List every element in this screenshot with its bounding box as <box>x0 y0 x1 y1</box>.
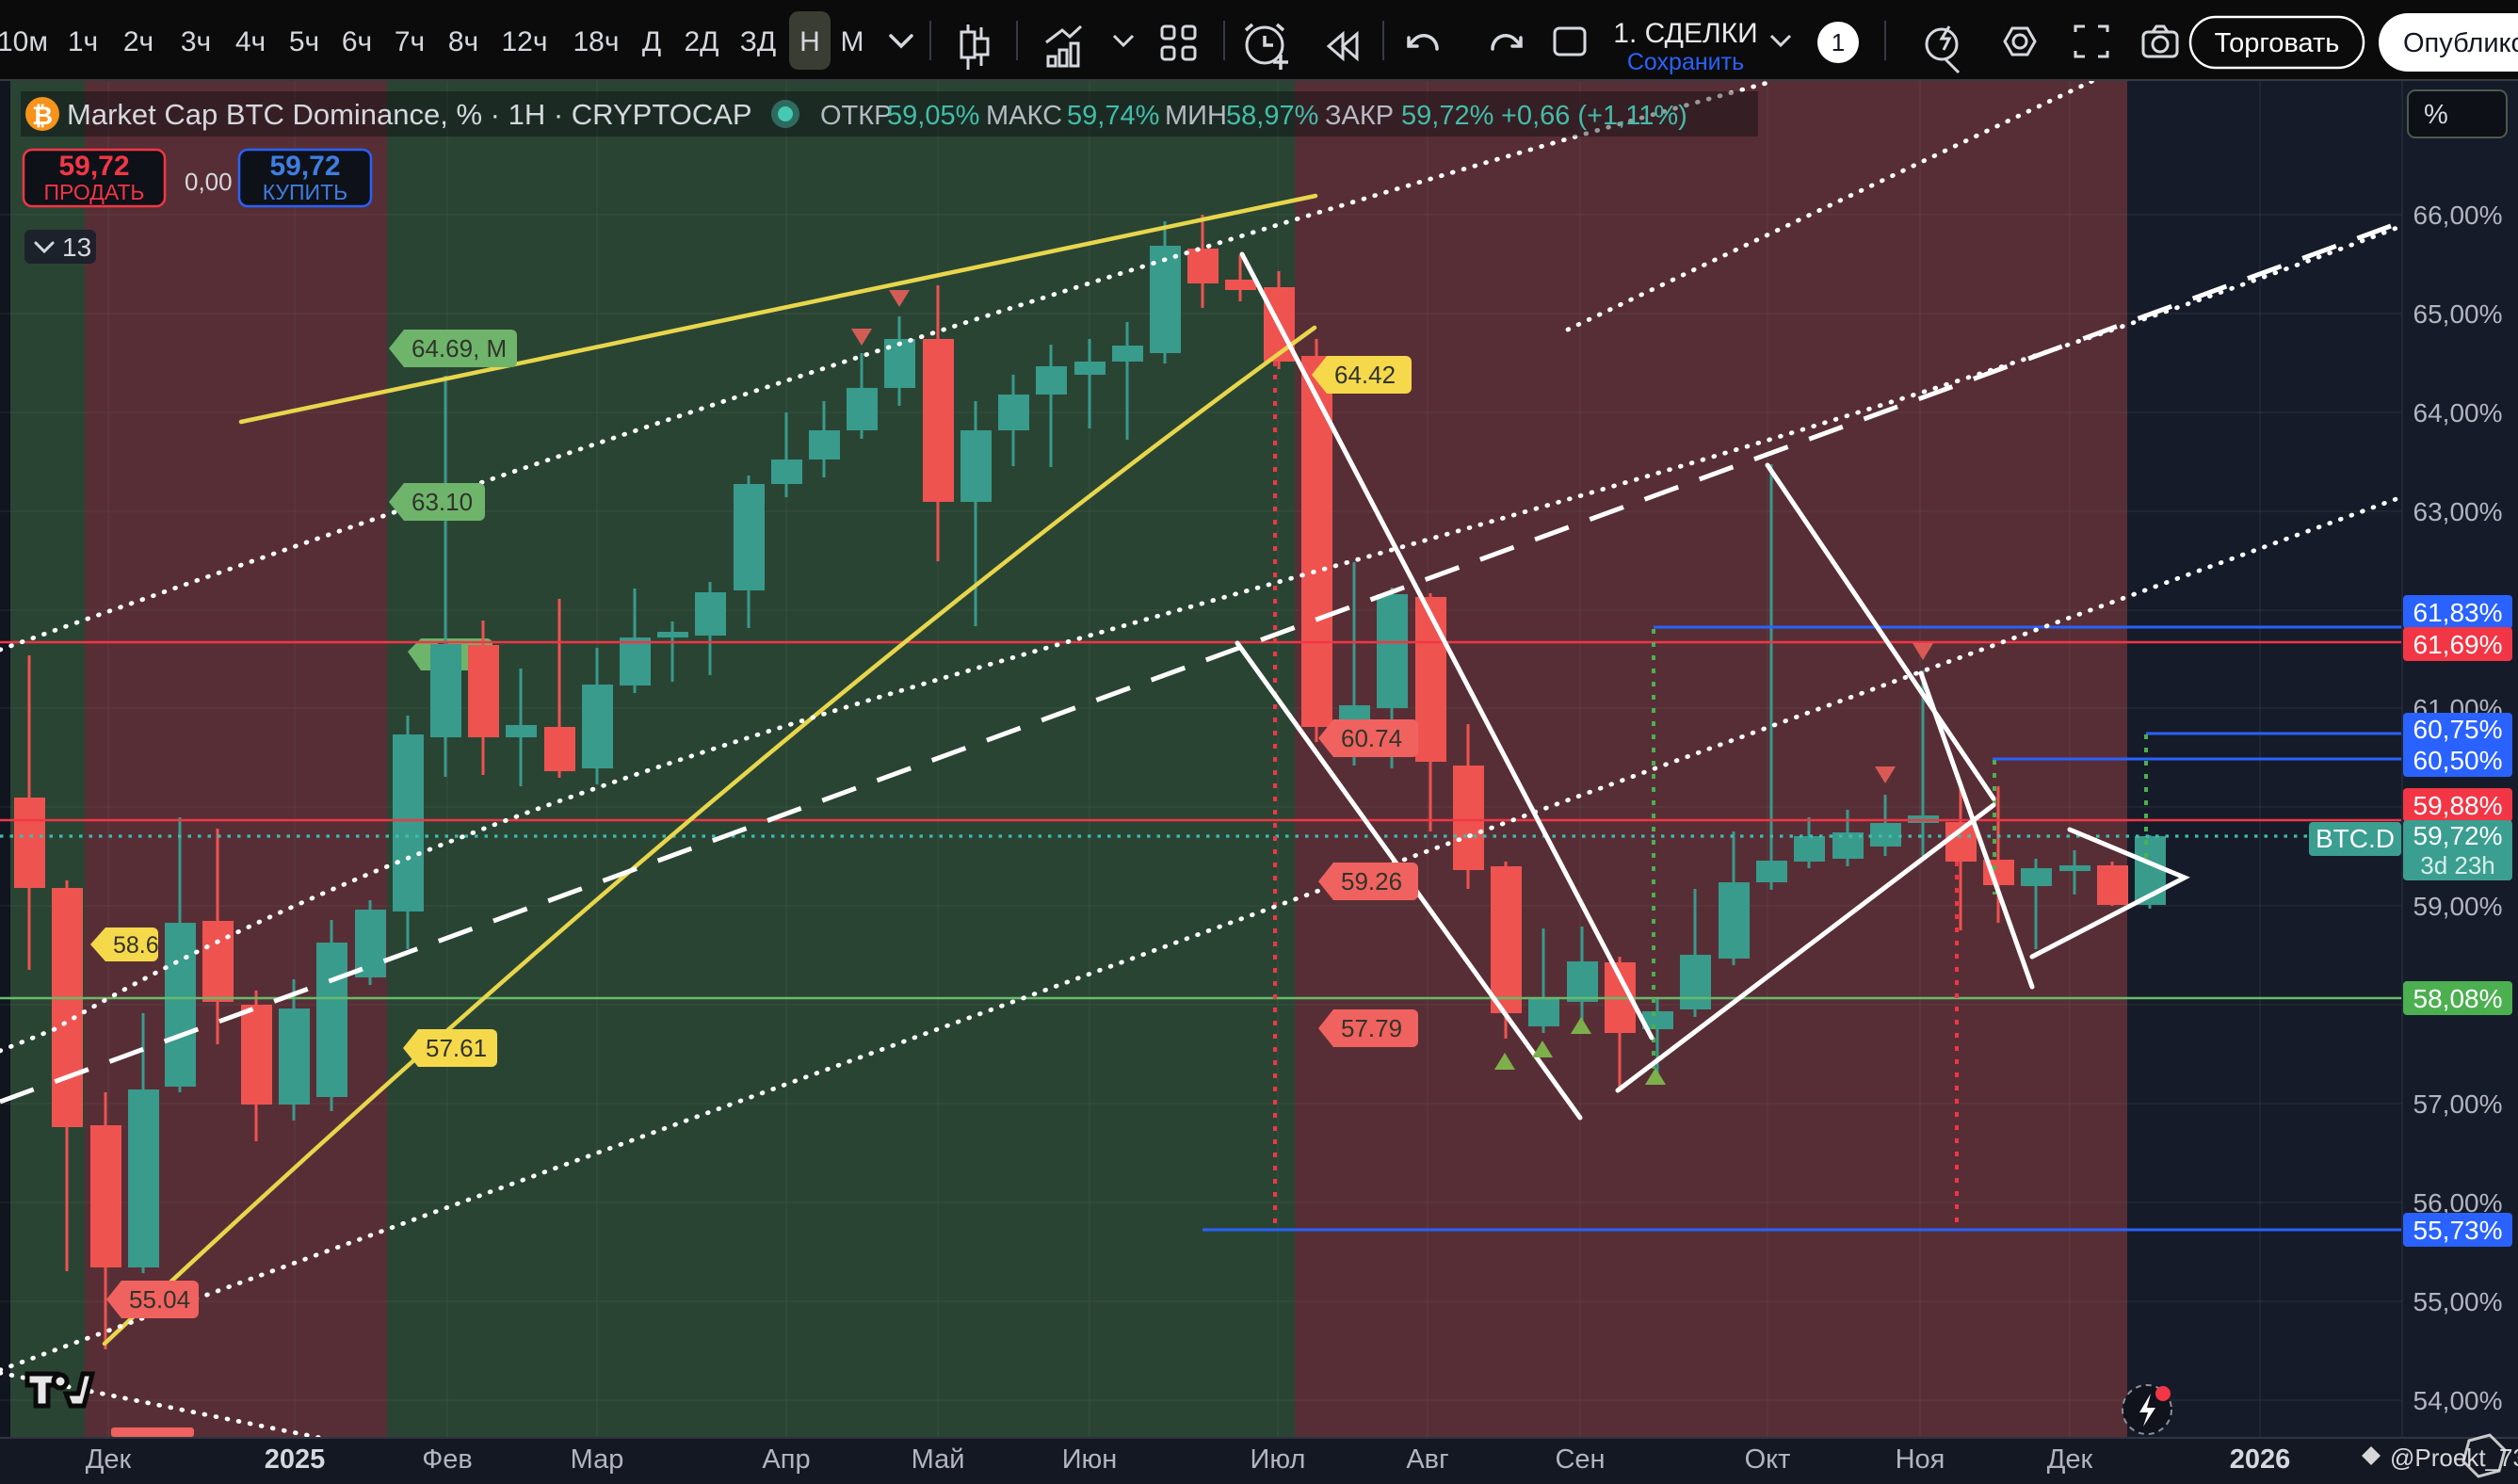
svg-text:0,00: 0,00 <box>185 168 233 196</box>
svg-text:59,72: 59,72 <box>58 151 129 182</box>
svg-text:55,73%: 55,73% <box>2413 1216 2503 1245</box>
svg-text:Фев: Фев <box>422 1444 473 1475</box>
svg-text:58,08%: 58,08% <box>2413 984 2503 1013</box>
svg-text:64.69, M: 64.69, M <box>412 334 507 363</box>
svg-text:Май: Май <box>912 1444 965 1475</box>
svg-text:2ч: 2ч <box>123 26 153 57</box>
svg-text:60,75%: 60,75% <box>2413 715 2503 744</box>
svg-text:58,97%: 58,97% <box>1226 101 1318 131</box>
svg-text:Market Cap BTC Dominance, % ·: Market Cap BTC Dominance, % · 1Н · CRYPT… <box>67 98 752 131</box>
svg-text:66,00%: 66,00% <box>2413 201 2503 230</box>
svg-text:59,72%: 59,72% <box>1401 101 1493 131</box>
svg-text:Окт: Окт <box>1745 1444 1791 1475</box>
svg-text:65,00%: 65,00% <box>2413 299 2503 329</box>
svg-text:59.26: 59.26 <box>1341 867 1402 895</box>
svg-text:Д: Д <box>642 26 661 57</box>
svg-text:57.61: 57.61 <box>426 1034 487 1062</box>
svg-text:59,00%: 59,00% <box>2413 892 2503 921</box>
svg-text:64,00%: 64,00% <box>2413 398 2503 427</box>
svg-text:Авг: Авг <box>1406 1444 1448 1475</box>
svg-text:Опублико: Опублико <box>2403 28 2518 58</box>
svg-text:3ч: 3ч <box>181 26 211 57</box>
svg-text:60.74: 60.74 <box>1341 724 1402 752</box>
svg-text:2026: 2026 <box>2230 1444 2291 1475</box>
svg-text:57.79: 57.79 <box>1341 1014 1402 1042</box>
svg-text:18ч: 18ч <box>573 26 620 57</box>
svg-text:Дек: Дек <box>86 1444 132 1475</box>
svg-text:МАКС: МАКС <box>986 101 1062 131</box>
svg-text:ЗД: ЗД <box>740 26 776 57</box>
svg-text:3d 23h: 3d 23h <box>2420 851 2495 879</box>
svg-text:₿: ₿ <box>32 102 53 130</box>
svg-text:1: 1 <box>1832 28 1845 56</box>
svg-text:Июл: Июл <box>1251 1444 1306 1475</box>
svg-text:2025: 2025 <box>265 1444 326 1475</box>
svg-text:63,00%: 63,00% <box>2413 497 2503 526</box>
svg-text:Дек: Дек <box>2047 1444 2093 1475</box>
svg-text:59,05%: 59,05% <box>887 101 979 131</box>
svg-text:ЗАКР: ЗАКР <box>1325 101 1394 131</box>
svg-text:59,72%: 59,72% <box>2413 821 2503 850</box>
svg-text:1ч: 1ч <box>68 26 98 57</box>
svg-text:63.10: 63.10 <box>412 488 473 516</box>
svg-text:Апр: Апр <box>762 1444 810 1475</box>
svg-text:Сохранить: Сохранить <box>1627 49 1744 75</box>
svg-text:КУПИТЬ: КУПИТЬ <box>263 180 347 204</box>
svg-text:%: % <box>2424 100 2448 130</box>
svg-text:59,72: 59,72 <box>269 151 340 182</box>
svg-text:61,69%: 61,69% <box>2413 630 2503 659</box>
svg-text:МИН: МИН <box>1165 101 1227 131</box>
svg-text:4ч: 4ч <box>235 26 266 57</box>
svg-text:ОТКР: ОТКР <box>820 101 893 131</box>
svg-text:Мар: Мар <box>571 1444 624 1475</box>
svg-text:Н: Н <box>799 26 820 57</box>
svg-text:1. СДЕЛКИ: 1. СДЕЛКИ <box>1613 18 1757 49</box>
svg-text:5ч: 5ч <box>289 26 319 57</box>
svg-text:12ч: 12ч <box>502 26 548 57</box>
svg-text:59,88%: 59,88% <box>2413 791 2503 820</box>
svg-text:@Proekt_73: @Proekt_73 <box>2390 1444 2518 1472</box>
svg-text:64.42: 64.42 <box>1334 361 1396 389</box>
svg-text:Торговать: Торговать <box>2215 28 2340 58</box>
svg-text:57,00%: 57,00% <box>2413 1089 2503 1119</box>
svg-text:ПРОДАТЬ: ПРОДАТЬ <box>43 180 144 204</box>
svg-text:61,83%: 61,83% <box>2413 598 2503 627</box>
svg-text:Июн: Июн <box>1062 1444 1118 1475</box>
svg-text:58.6: 58.6 <box>113 932 159 959</box>
svg-text:59,74%: 59,74% <box>1067 101 1159 131</box>
svg-text:Ноя: Ноя <box>1896 1444 1945 1475</box>
svg-text:10м: 10м <box>0 26 48 57</box>
svg-text:60,50%: 60,50% <box>2413 746 2503 775</box>
svg-text:BTC.D: BTC.D <box>2316 824 2395 853</box>
svg-text:+0,66 (+1,11%): +0,66 (+1,11%) <box>1501 101 1687 131</box>
svg-text:Сен: Сен <box>1555 1444 1605 1475</box>
svg-text:6ч: 6ч <box>342 26 372 57</box>
svg-text:55.04: 55.04 <box>129 1285 190 1314</box>
svg-text:13: 13 <box>62 233 91 262</box>
svg-text:55,00%: 55,00% <box>2413 1287 2503 1316</box>
svg-text:2Д: 2Д <box>684 26 718 57</box>
svg-text:56,00%: 56,00% <box>2413 1188 2503 1218</box>
svg-text:54,00%: 54,00% <box>2413 1386 2503 1415</box>
svg-text:М: М <box>841 26 864 57</box>
svg-text:8ч: 8ч <box>448 26 478 57</box>
svg-text:7ч: 7ч <box>395 26 425 57</box>
